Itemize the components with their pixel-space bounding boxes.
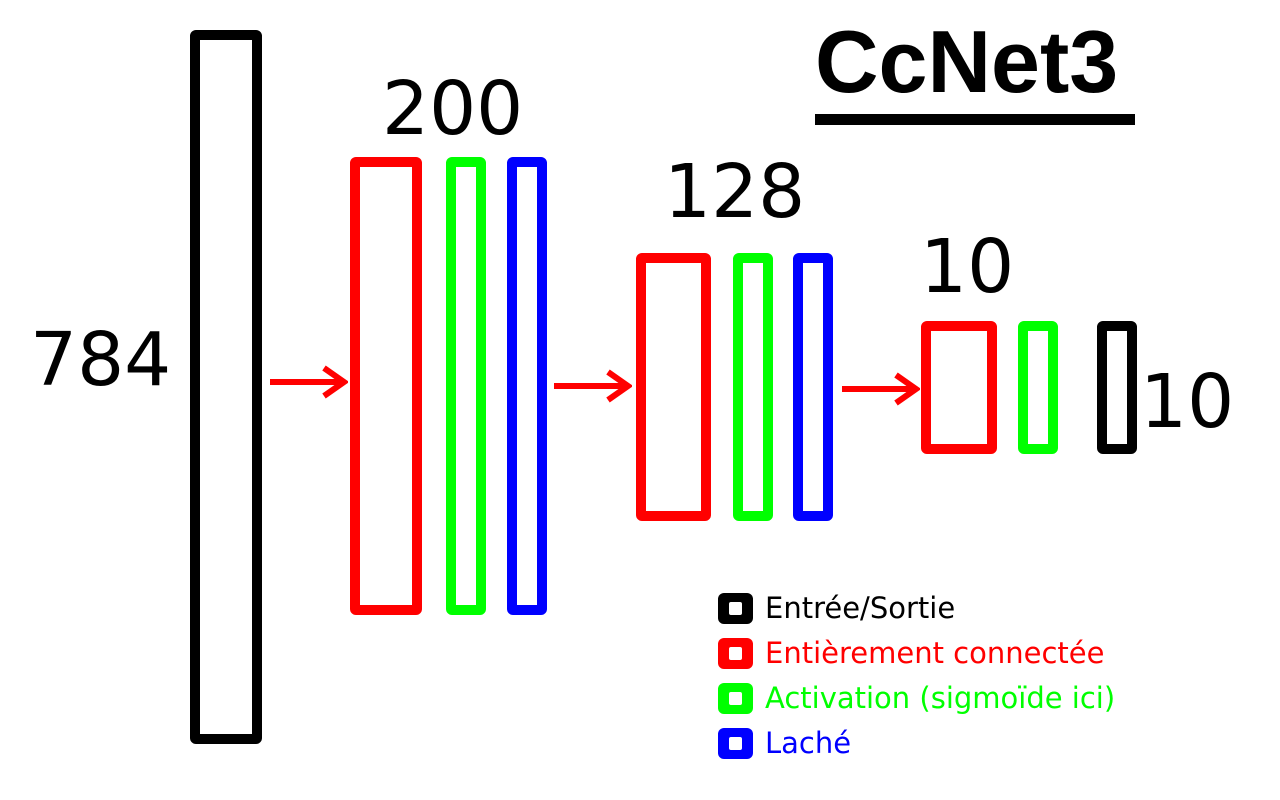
legend-swatch-blue-icon [718,728,753,759]
legend-label: Activation (sigmoïde ici) [765,681,1116,715]
legend-item-io: Entrée/Sortie [718,586,1115,631]
legend-label: Entièrement connectée [765,636,1105,670]
activation2-block [733,253,773,521]
legend: Entrée/Sortie Entièrement connectée Acti… [718,586,1115,766]
legend-item-activation: Activation (sigmoïde ici) [718,676,1115,721]
legend-swatch-black-icon [718,593,753,624]
fc2-block [636,253,711,521]
legend-swatch-green-icon [718,683,753,714]
dropout1-block [507,157,547,615]
arrow-fc1-to-fc2 [554,369,632,403]
legend-item-dropout: Laché [718,721,1115,766]
output-layer-block [1097,321,1137,454]
diagram-title: CcNet3 [815,12,1119,111]
title-underline [815,114,1135,125]
fc1-block [350,157,422,615]
dropout2-block [793,253,833,521]
activation3-block [1018,321,1058,454]
arrow-input-to-fc1 [270,365,348,399]
legend-item-fully-connected: Entièrement connectée [718,631,1115,676]
output-linear-size-label: 10 [920,224,1015,310]
hidden2-size-label: 128 [664,149,806,235]
input-size-label: 784 [30,317,172,403]
legend-label: Entrée/Sortie [765,591,956,625]
output-size-label: 10 [1140,359,1235,445]
activation1-block [446,157,486,615]
input-layer-block [190,30,262,744]
hidden1-size-label: 200 [382,66,524,152]
legend-swatch-red-icon [718,638,753,669]
arrow-fc2-to-fc3 [842,372,920,406]
legend-label: Laché [765,726,852,760]
fc3-block [921,321,997,454]
